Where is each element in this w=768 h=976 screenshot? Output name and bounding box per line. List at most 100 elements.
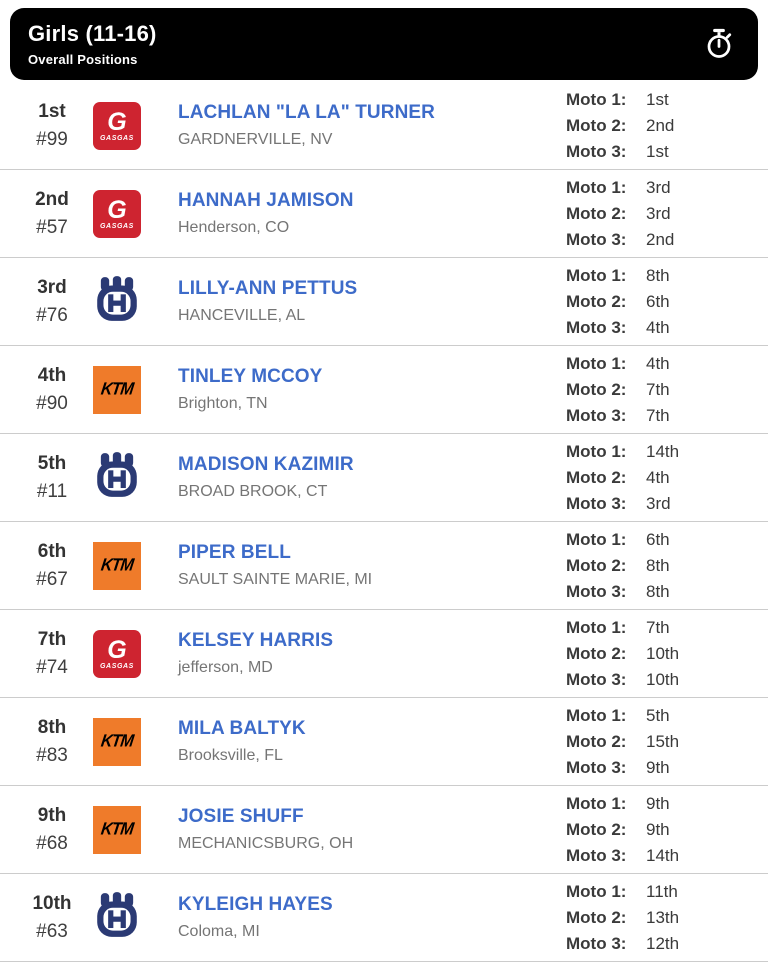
- rider-info: HANNAH JAMISON Henderson, CO: [178, 190, 566, 237]
- class-header: Girls (11-16) Overall Positions: [10, 8, 758, 80]
- gasgas-g-glyph: G: [107, 636, 127, 664]
- moto-finish-position: 3rd: [646, 493, 671, 513]
- stopwatch-icon[interactable]: [702, 25, 736, 63]
- moto-results: Moto 1: 6th Moto 2: 8th Moto 3: 8th: [566, 528, 758, 604]
- rider-info: TINLEY MCCOY Brighton, TN: [178, 366, 566, 413]
- moto-label: Moto 3:: [566, 493, 627, 513]
- moto-finish-position: 14th: [646, 845, 680, 865]
- moto-result-line: Moto 2: 3rd: [566, 202, 758, 226]
- moto-result-line: Moto 3: 3rd: [566, 492, 758, 516]
- moto-label: Moto 1:: [566, 353, 627, 373]
- ktm-wordmark: KTM: [99, 731, 135, 751]
- moto-label: Moto 1:: [566, 177, 627, 197]
- moto-finish-position: 4th: [646, 467, 670, 487]
- rider-hometown: Brighton, TN: [178, 395, 268, 412]
- moto-result-line: Moto 2: 8th: [566, 554, 758, 578]
- gasgas-wordmark: GASGAS: [100, 223, 134, 230]
- rider-name-link[interactable]: PIPER BELL: [178, 542, 291, 563]
- rider-info: MADISON KAZIMIR BROAD BROOK, CT: [178, 454, 566, 501]
- moto-finish-position: 2nd: [646, 229, 675, 249]
- ktm-logo: KTM: [93, 717, 141, 766]
- moto-finish-position: 6th: [646, 529, 670, 549]
- moto-result-line: Moto 3: 9th: [566, 756, 758, 780]
- moto-result-line: Moto 1: 3rd: [566, 176, 758, 200]
- brand-logo-host: G GASGAS: [92, 189, 142, 239]
- moto-label: Moto 2:: [566, 115, 627, 135]
- moto-finish-position: 9th: [646, 793, 670, 813]
- rider-name-link[interactable]: JOSIE SHUFF: [178, 806, 304, 827]
- moto-label: Moto 3:: [566, 317, 627, 337]
- rider-number: #90: [36, 392, 68, 414]
- rider-name-link[interactable]: KYLEIGH HAYES: [178, 894, 333, 915]
- moto-result-line: Moto 3: 2nd: [566, 228, 758, 252]
- brand-logo-host: [92, 450, 142, 505]
- overall-position: 5th: [37, 452, 67, 474]
- moto-finish-position: 3rd: [646, 203, 671, 223]
- moto-results: Moto 1: 5th Moto 2: 15th Moto 3: 9th: [566, 704, 758, 780]
- rider-info: KYLEIGH HAYES Coloma, MI: [178, 894, 566, 941]
- moto-label: Moto 1:: [566, 793, 627, 813]
- moto-finish-position: 15th: [646, 731, 680, 751]
- rider-name-link[interactable]: LACHLAN "LA LA" TURNER: [178, 102, 435, 123]
- moto-label: Moto 3:: [566, 669, 627, 689]
- position-block: 3rd #76: [22, 277, 82, 327]
- moto-results: Moto 1: 8th Moto 2: 6th Moto 3: 4th: [566, 264, 758, 340]
- rider-info: LACHLAN "LA LA" TURNER GARDNERVILLE, NV: [178, 102, 566, 149]
- position-block: 8th #83: [22, 717, 82, 767]
- rider-hometown: MECHANICSBURG, OH: [178, 835, 354, 852]
- moto-label: Moto 1:: [566, 705, 627, 725]
- overall-position: 6th: [37, 540, 67, 562]
- rider-name-link[interactable]: KELSEY HARRIS: [178, 630, 334, 651]
- rider-name-link[interactable]: LILLY-ANN PETTUS: [178, 278, 358, 299]
- position-block: 7th #74: [22, 629, 82, 679]
- gasgas-wordmark: GASGAS: [100, 663, 134, 670]
- moto-finish-position: 1st: [646, 141, 669, 161]
- moto-label: Moto 3:: [566, 581, 627, 601]
- rider-hometown: SAULT SAINTE MARIE, MI: [178, 571, 373, 588]
- moto-finish-position: 12th: [646, 933, 680, 953]
- gasgas-g-glyph: G: [107, 196, 127, 224]
- moto-result-line: Moto 1: 9th: [566, 792, 758, 816]
- moto-results: Moto 1: 11th Moto 2: 13th Moto 3: 12th: [566, 880, 758, 956]
- husqvarna-logo: [92, 450, 142, 505]
- moto-label: Moto 2:: [566, 731, 627, 751]
- moto-result-line: Moto 1: 11th: [566, 880, 758, 904]
- rider-row: 5th #11 MADISON KAZIMIR BROAD BROOK, CT …: [0, 434, 768, 522]
- moto-label: Moto 1:: [566, 265, 627, 285]
- rider-row: 1st #99 G GASGAS LACHLAN "LA LA" TURNER G…: [0, 82, 768, 170]
- rider-name-link[interactable]: TINLEY MCCOY: [178, 366, 323, 387]
- moto-finish-position: 9th: [646, 757, 670, 777]
- rider-name-link[interactable]: MADISON KAZIMIR: [178, 454, 354, 475]
- rider-row: 2nd #57 G GASGAS HANNAH JAMISON Henderson…: [0, 170, 768, 258]
- moto-result-line: Moto 2: 2nd: [566, 114, 758, 138]
- moto-result-line: Moto 2: 15th: [566, 730, 758, 754]
- rider-info: LILLY-ANN PETTUS HANCEVILLE, AL: [178, 278, 566, 325]
- rider-name-link[interactable]: MILA BALTYK: [178, 718, 306, 739]
- rider-name-link[interactable]: HANNAH JAMISON: [178, 190, 354, 211]
- rider-info: MILA BALTYK Brooksville, FL: [178, 718, 566, 765]
- moto-result-line: Moto 1: 6th: [566, 528, 758, 552]
- ktm-logo: KTM: [93, 365, 141, 414]
- overall-position: 10th: [32, 892, 72, 914]
- overall-position: 9th: [37, 804, 67, 826]
- gasgas-g-glyph: G: [107, 108, 127, 136]
- class-title: Girls (11-16): [28, 21, 157, 46]
- brand-logo-host: G GASGAS: [92, 101, 142, 151]
- moto-results: Moto 1: 4th Moto 2: 7th Moto 3: 7th: [566, 352, 758, 428]
- rider-hometown: HANCEVILLE, AL: [178, 307, 306, 324]
- moto-finish-position: 6th: [646, 291, 670, 311]
- ktm-wordmark: KTM: [99, 819, 135, 839]
- position-block: 4th #90: [22, 365, 82, 415]
- moto-result-line: Moto 3: 10th: [566, 668, 758, 692]
- moto-label: Moto 1:: [566, 617, 627, 637]
- moto-label: Moto 3:: [566, 845, 627, 865]
- moto-finish-position: 8th: [646, 265, 670, 285]
- position-block: 5th #11: [22, 453, 82, 503]
- moto-finish-position: 4th: [646, 353, 670, 373]
- rider-info: JOSIE SHUFF MECHANICSBURG, OH: [178, 806, 566, 853]
- moto-result-line: Moto 3: 4th: [566, 316, 758, 340]
- moto-label: Moto 2:: [566, 555, 627, 575]
- rider-row: 9th #68 KTM JOSIE SHUFF MECHANICSBURG, O…: [0, 786, 768, 874]
- ktm-logo: KTM: [93, 541, 141, 590]
- ktm-wordmark: KTM: [99, 379, 135, 399]
